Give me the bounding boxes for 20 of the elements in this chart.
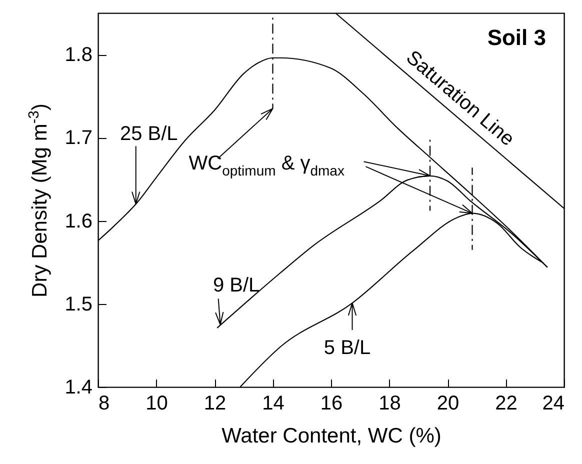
x-tick-label: 14 bbox=[262, 392, 284, 414]
x-tick-label: 18 bbox=[378, 392, 401, 414]
x-tick-label: 10 bbox=[146, 392, 168, 414]
y-tick-label: 1.8 bbox=[64, 44, 92, 66]
x-tick-label: 20 bbox=[436, 392, 460, 414]
text: Soil 3 bbox=[487, 25, 546, 50]
x-tick-label: 24 bbox=[542, 392, 564, 414]
y-tick-label: 1.6 bbox=[64, 210, 92, 232]
annotation: 9 B/L bbox=[212, 274, 260, 297]
x-axis-title: Water Content, WC (%) bbox=[222, 424, 442, 448]
x-tick-label: 12 bbox=[204, 392, 226, 414]
annotation: 25 B/L bbox=[120, 123, 178, 146]
y-tick-label: 1.5 bbox=[64, 293, 92, 316]
annotation: 5 B/L bbox=[324, 337, 371, 360]
x-tick-label: 16 bbox=[320, 392, 343, 414]
annotation: WC$_{optimum}$ & γ$_{dmax}$ bbox=[188, 152, 344, 179]
x-tick-label: 22 bbox=[495, 392, 518, 414]
y-tick-label: 1.4 bbox=[64, 376, 92, 398]
y-tick-label: 1.7 bbox=[64, 127, 92, 150]
x-tick-label: 8 bbox=[98, 392, 110, 414]
